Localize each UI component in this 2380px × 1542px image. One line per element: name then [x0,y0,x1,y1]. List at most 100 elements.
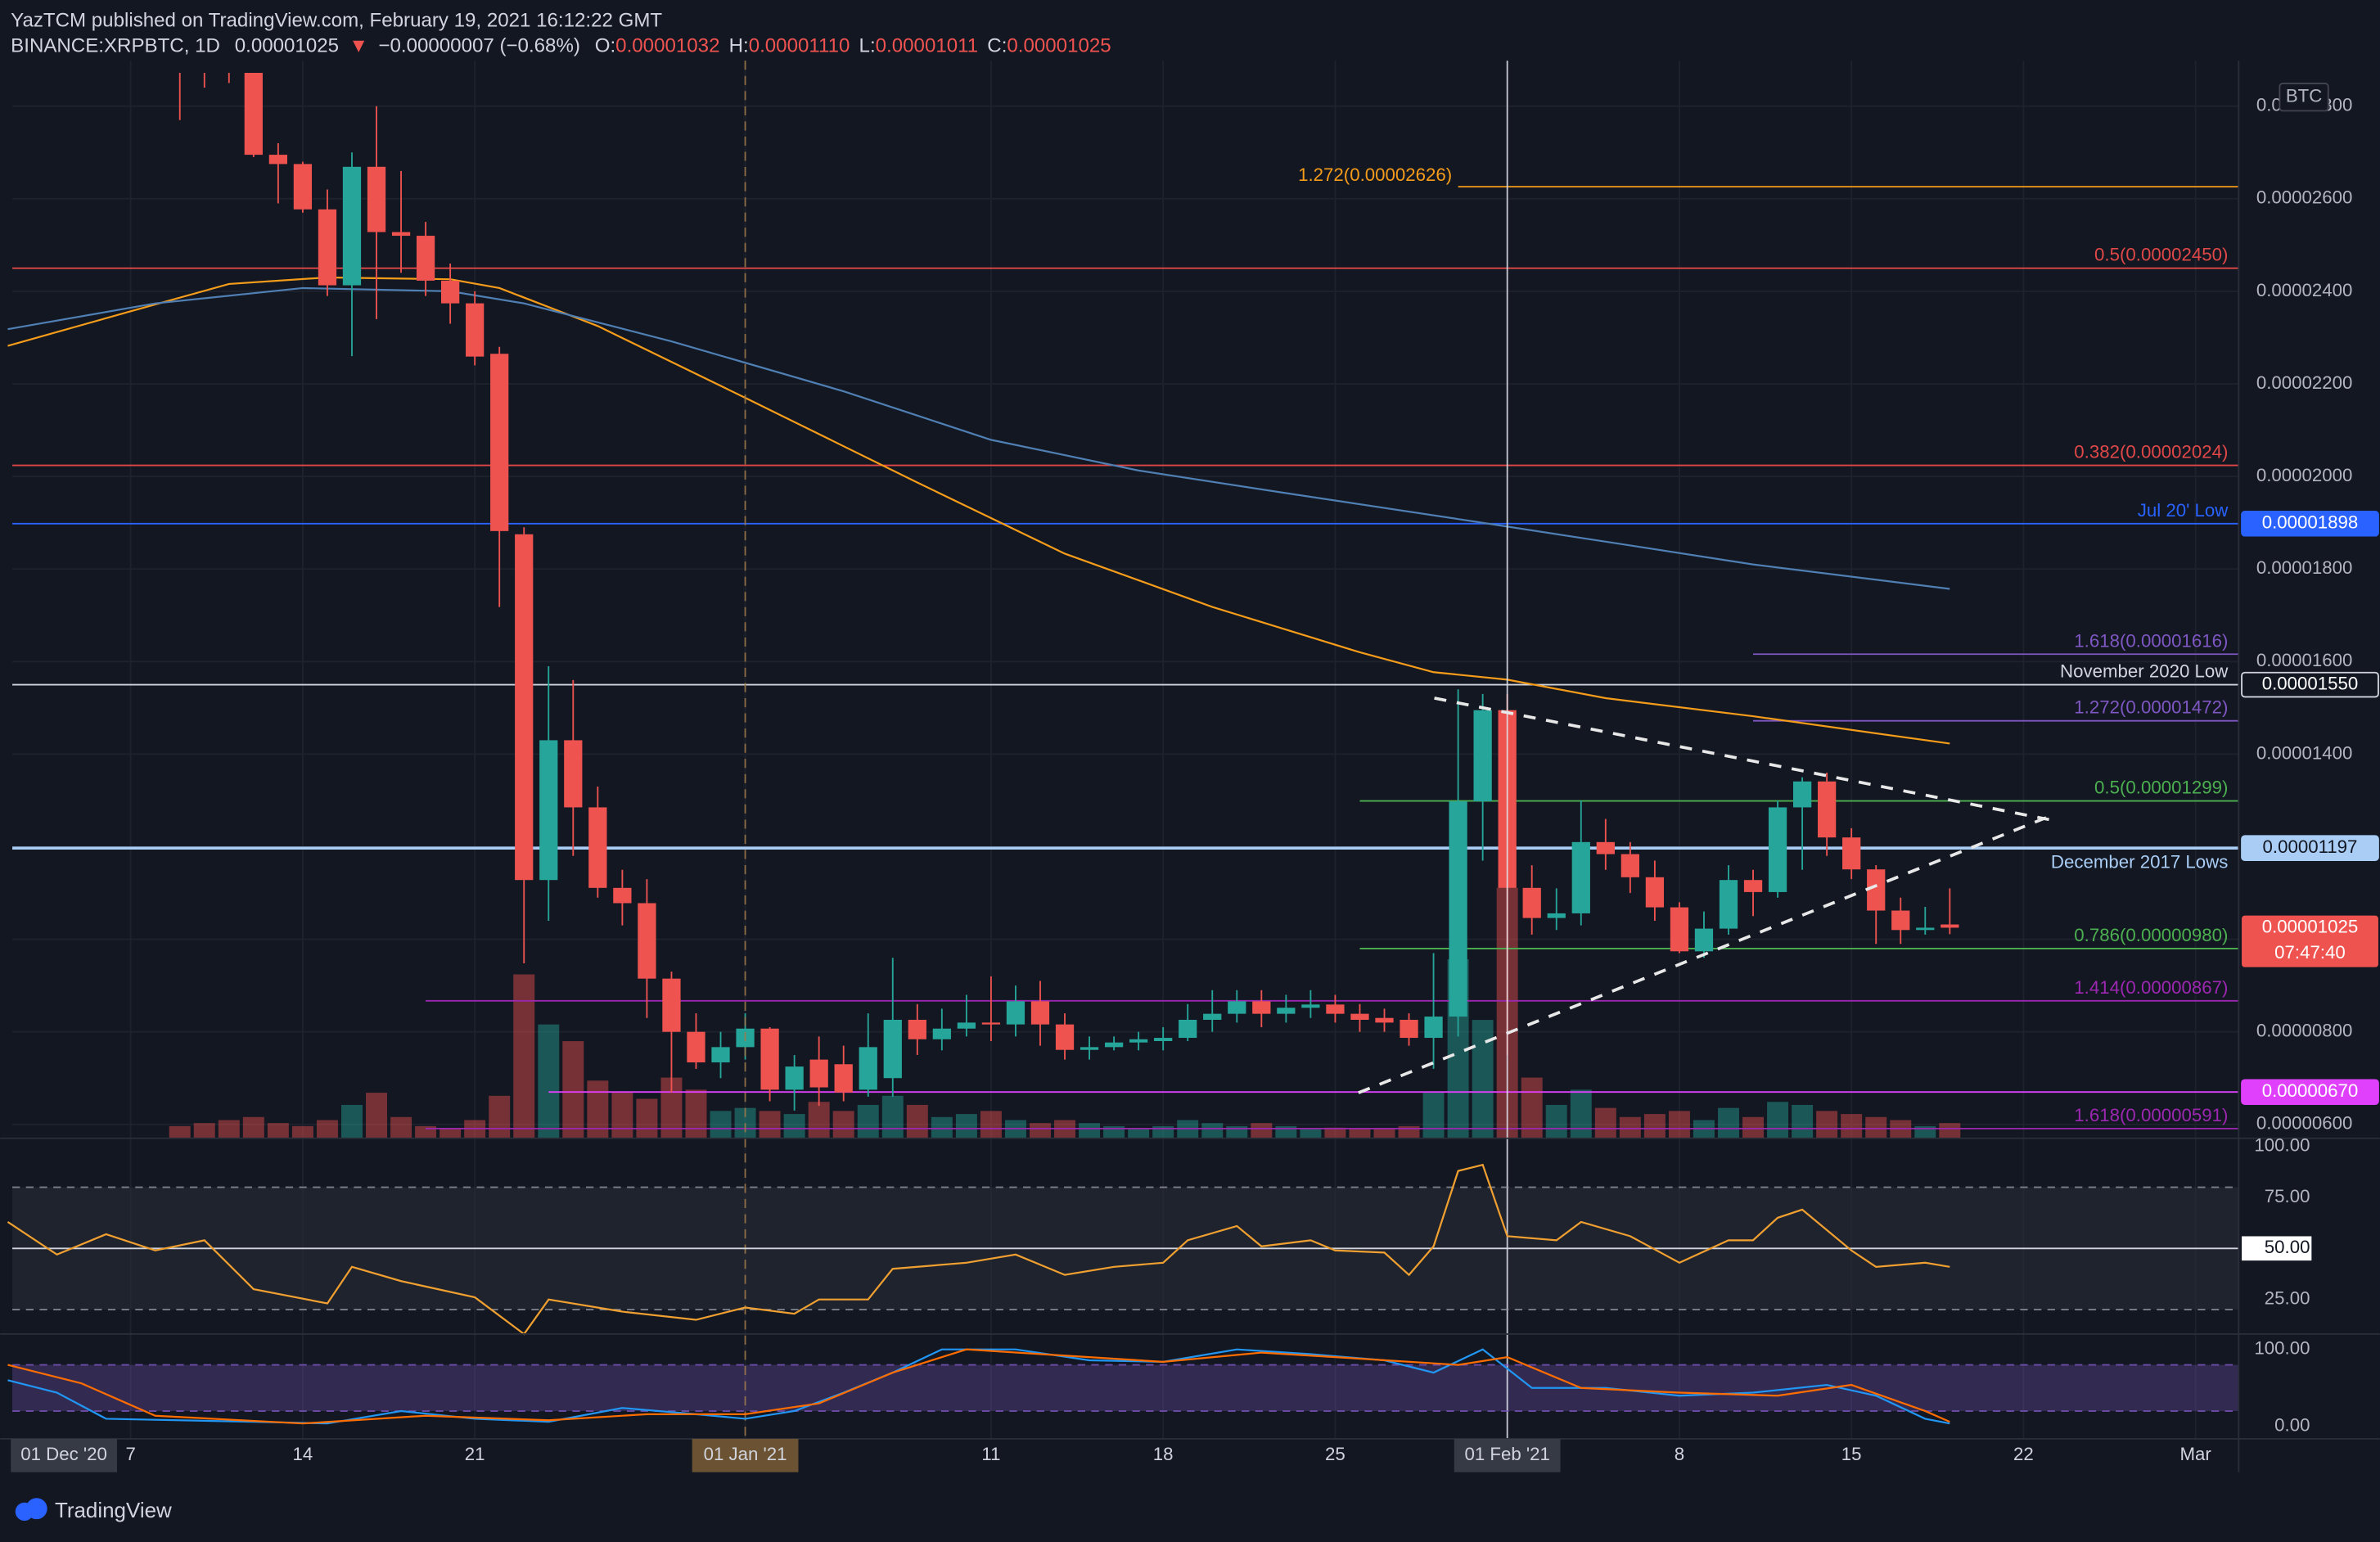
volume-bar [1816,1111,1838,1138]
candle-body [466,303,485,357]
volume-bar [242,1116,264,1138]
candle-body [1620,854,1639,877]
panel-tick-label: 75.00 [2265,1186,2310,1206]
candle-body [1842,837,1861,870]
panel-tick-label: 0.00 [2274,1415,2310,1436]
level-label: 1.272(0.00001472) [2074,697,2228,718]
candle-body [318,209,337,286]
level-label: November 2020 Low [2060,661,2229,682]
candle-body [588,807,607,888]
volume-bar [1422,1093,1445,1138]
volume-bar [611,1093,633,1138]
symbol-line: BINANCE:XRPBTC, 1D 0.00001025 ▼ −0.00000… [11,35,1111,57]
tick-highlight [2242,1236,2312,1261]
volume-bar [1742,1116,1765,1138]
level-label: Jul 20' Low [2138,500,2229,521]
x-tick-highlight [1454,1438,1561,1472]
volume-bar [562,1041,584,1138]
volume-bar [931,1116,953,1138]
volume-bar [1841,1114,1863,1138]
volume-bar [1030,1123,1051,1138]
volume-bar [1767,1102,1789,1138]
volume-bar [341,1104,363,1138]
x-tick-highlight [692,1438,799,1472]
y-tick-label: 0.00002200 [2256,372,2353,393]
candle-body [1228,1001,1246,1014]
candle-body [1375,1017,1394,1023]
candle-body [539,740,558,881]
ohlc-key: H: [729,35,749,57]
volume-bar [316,1120,338,1138]
volume-bar [783,1114,805,1138]
ohlc-value: 0.00001025 [1007,35,1111,57]
x-tick-label: 01 Dec '20 [20,1444,107,1464]
volume-bar [1128,1129,1150,1138]
candle-body [760,1028,779,1090]
volume-bar [291,1125,313,1138]
y-tick-label: 0.00000800 [2256,1021,2353,1041]
candle-body [1203,1013,1222,1020]
level-label: 1.618(0.00000591) [2074,1105,2228,1125]
ohlc-key: L: [859,35,876,57]
stoch_rsi-line [7,1348,1950,1425]
level-tag-label: 0.00001197 [2263,836,2358,857]
ohlc-key: O: [595,35,615,57]
level-label: 0.5(0.00002450) [2094,245,2228,265]
candle-body [1350,1013,1369,1020]
level-label: 0.786(0.00000980) [2074,925,2228,945]
candle-body [687,1031,705,1063]
candle-body [613,887,632,904]
candle-body [662,978,681,1032]
volume-bar [1251,1123,1273,1138]
candle-body [1055,1024,1075,1050]
volume-bar [1643,1114,1666,1138]
x-tick-label: 8 [1675,1444,1684,1464]
candle-body [515,534,534,881]
candle-body [244,73,263,156]
volume-bar [808,1102,830,1138]
candle-body [711,1047,730,1063]
candle-body [1719,880,1738,929]
candle-body [1916,927,1935,931]
logo: TradingView [15,1498,172,1522]
last-price-tag [2242,915,2378,967]
candle-body [1645,877,1665,908]
candle-body [1571,841,1590,913]
y-tick-label: 0.00000600 [2256,1113,2353,1134]
x-tick-label: 7 [125,1444,135,1464]
volume-bar [489,1095,511,1138]
volume-bar [955,1114,977,1138]
candle-body [1006,1001,1025,1025]
level-tag [2241,835,2379,861]
ohlc: O:0.00001032 H:0.00001110 L:0.00001011 C:0.… [595,35,1111,57]
volume-bar [1594,1107,1616,1138]
x-tick-label: 15 [1841,1444,1862,1464]
volume-bar [1079,1123,1101,1138]
y-tick-label: 0.00002000 [2256,465,2353,485]
countdown: 07:47:40 [2274,942,2346,963]
candle-body [957,1022,976,1029]
brand: TradingView [55,1498,172,1522]
volume-bar [906,1104,928,1138]
level-label: 1.272(0.00002626) [1298,165,1452,185]
level-tag [2241,671,2379,698]
volume-bar [1300,1129,1322,1138]
candle-body [981,1022,1001,1025]
candle-body [785,1066,804,1090]
y-tick-label: 0.00002400 [2256,280,2353,300]
candle-body [834,1064,853,1093]
volume-bar [1718,1107,1739,1138]
candle-body [1400,1019,1418,1039]
candle-body [1326,1004,1345,1014]
levels: 1.272(0.00002626) 0.5(0.00002450) 0.382(0.… [12,165,2239,1129]
stoch-band [12,1364,2239,1412]
candle-body [1154,1038,1173,1041]
candle-body [1030,1001,1050,1025]
candle-body [1743,880,1763,892]
x-tick-label: 01 Feb '21 [1464,1444,1549,1464]
change-arrow: ▼ [349,35,368,57]
volume-bar [1939,1123,1961,1138]
x-tick-label: 11 [981,1444,1000,1464]
